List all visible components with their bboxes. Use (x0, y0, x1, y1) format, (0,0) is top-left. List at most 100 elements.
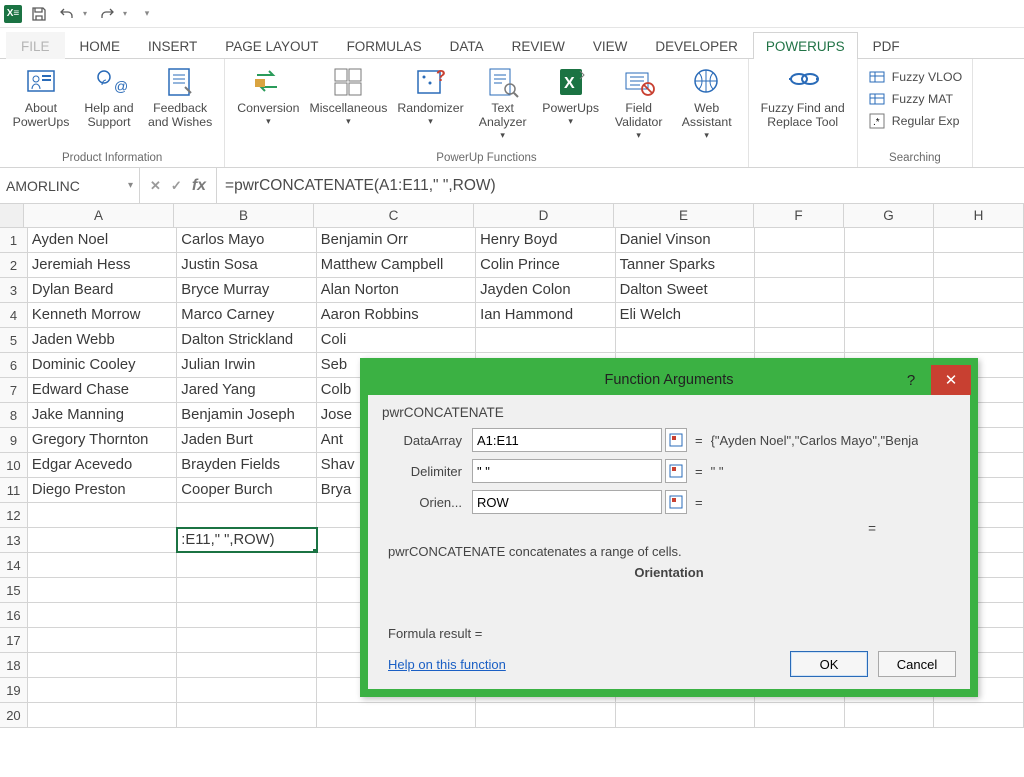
col-header-G[interactable]: G (844, 204, 934, 227)
cell-A16[interactable] (28, 603, 177, 627)
row-header-16[interactable]: 16 (0, 603, 28, 627)
cell-E20[interactable] (616, 703, 755, 727)
row-header-17[interactable]: 17 (0, 628, 28, 652)
cell-A12[interactable] (28, 503, 177, 527)
cell-C3[interactable]: Alan Norton (317, 278, 476, 302)
row-header-7[interactable]: 7 (0, 378, 28, 402)
cell-C4[interactable]: Aaron Robbins (317, 303, 476, 327)
range-selector-icon[interactable] (665, 428, 687, 452)
tab-pdf[interactable]: PDF (860, 32, 913, 59)
cell-B16[interactable] (177, 603, 316, 627)
name-box-dropdown-icon[interactable]: ▾ (128, 180, 133, 191)
range-selector-icon[interactable] (665, 459, 687, 483)
row-header-18[interactable]: 18 (0, 653, 28, 677)
cell-E2[interactable]: Tanner Sparks (616, 253, 755, 277)
row-header-10[interactable]: 10 (0, 453, 28, 477)
cell-A19[interactable] (28, 678, 177, 702)
cell-F20[interactable] (755, 703, 845, 727)
formula-input[interactable]: =pwrCONCATENATE(A1:E11," ",ROW) (217, 168, 1024, 203)
cell-D20[interactable] (476, 703, 615, 727)
cell-B12[interactable] (177, 503, 316, 527)
cell-A17[interactable] (28, 628, 177, 652)
tab-formulas[interactable]: FORMULAS (334, 32, 435, 59)
cell-B19[interactable] (177, 678, 316, 702)
tab-insert[interactable]: INSERT (135, 32, 210, 59)
tab-page-layout[interactable]: PAGE LAYOUT (212, 32, 331, 59)
row-header-14[interactable]: 14 (0, 553, 28, 577)
arg-input-dataarray[interactable] (472, 428, 662, 452)
row-header-5[interactable]: 5 (0, 328, 28, 352)
cell-C20[interactable] (317, 703, 476, 727)
undo-dropdown-icon[interactable]: ▾ (80, 3, 90, 25)
cell-E5[interactable] (616, 328, 755, 352)
col-header-B[interactable]: B (174, 204, 314, 227)
col-header-F[interactable]: F (754, 204, 844, 227)
cell-H2[interactable] (934, 253, 1024, 277)
cell-B7[interactable]: Jared Yang (177, 378, 316, 402)
row-header-3[interactable]: 3 (0, 278, 28, 302)
ribbon-btn-miscellaneous[interactable]: Miscellaneous▾ (305, 63, 391, 141)
cell-F5[interactable] (755, 328, 845, 352)
ribbon-small-fuzzy-vloo[interactable]: Fuzzy VLOO (866, 67, 964, 87)
cell-B8[interactable]: Benjamin Joseph (177, 403, 316, 427)
cell-B4[interactable]: Marco Carney (177, 303, 316, 327)
enter-formula-icon[interactable]: ✓ (171, 178, 182, 194)
select-all-corner[interactable] (0, 204, 24, 227)
tab-home[interactable]: HOME (67, 32, 134, 59)
ribbon-btn-randomizer[interactable]: ?Randomizer▾ (393, 63, 467, 141)
cell-H4[interactable] (934, 303, 1024, 327)
cell-D5[interactable] (476, 328, 615, 352)
cell-A3[interactable]: Dylan Beard (28, 278, 177, 302)
qat-customize-icon[interactable]: ▾ (136, 3, 158, 25)
ribbon-btn-web-assistant[interactable]: Web Assistant▾ (674, 63, 740, 141)
tab-review[interactable]: REVIEW (499, 32, 578, 59)
cell-G4[interactable] (845, 303, 935, 327)
cell-A2[interactable]: Jeremiah Hess (28, 253, 177, 277)
cell-F1[interactable] (755, 228, 845, 252)
cell-A20[interactable] (28, 703, 177, 727)
cell-G2[interactable] (845, 253, 935, 277)
row-header-15[interactable]: 15 (0, 578, 28, 602)
cell-A18[interactable] (28, 653, 177, 677)
cell-H1[interactable] (934, 228, 1024, 252)
cell-C2[interactable]: Matthew Campbell (317, 253, 476, 277)
fx-icon[interactable]: fx (192, 177, 206, 195)
cell-D4[interactable]: Ian Hammond (476, 303, 615, 327)
cell-H5[interactable] (934, 328, 1024, 352)
cell-D1[interactable]: Henry Boyd (476, 228, 615, 252)
cell-A11[interactable]: Diego Preston (28, 478, 177, 502)
cell-B15[interactable] (177, 578, 316, 602)
row-header-13[interactable]: 13 (0, 528, 28, 552)
ribbon-btn-about-powerups[interactable]: About PowerUps (8, 63, 74, 129)
cell-B14[interactable] (177, 553, 316, 577)
cell-A1[interactable]: Ayden Noel (28, 228, 177, 252)
cell-B18[interactable] (177, 653, 316, 677)
range-selector-icon[interactable] (665, 490, 687, 514)
cell-G20[interactable] (845, 703, 935, 727)
col-header-A[interactable]: A (24, 204, 174, 227)
cell-E4[interactable]: Eli Welch (616, 303, 755, 327)
undo-icon[interactable] (56, 3, 78, 25)
row-header-11[interactable]: 11 (0, 478, 28, 502)
dialog-help-button[interactable]: ? (891, 365, 931, 395)
cell-A4[interactable]: Kenneth Morrow (28, 303, 177, 327)
cell-A13[interactable] (28, 528, 177, 552)
row-header-1[interactable]: 1 (0, 228, 28, 252)
col-header-D[interactable]: D (474, 204, 614, 227)
redo-dropdown-icon[interactable]: ▾ (120, 3, 130, 25)
cell-B10[interactable]: Brayden Fields (177, 453, 316, 477)
cell-G5[interactable] (845, 328, 935, 352)
cell-B6[interactable]: Julian Irwin (177, 353, 316, 377)
arg-input-orien[interactable] (472, 490, 662, 514)
cancel-button[interactable]: Cancel (878, 651, 956, 677)
ribbon-btn-help-and-support[interactable]: @Help and Support (76, 63, 142, 129)
col-header-H[interactable]: H (934, 204, 1024, 227)
cell-B5[interactable]: Dalton Strickland (177, 328, 316, 352)
cell-F4[interactable] (755, 303, 845, 327)
row-header-12[interactable]: 12 (0, 503, 28, 527)
row-header-6[interactable]: 6 (0, 353, 28, 377)
cell-B2[interactable]: Justin Sosa (177, 253, 316, 277)
row-header-9[interactable]: 9 (0, 428, 28, 452)
dialog-close-button[interactable]: ✕ (931, 365, 971, 395)
ribbon-small-fuzzy-mat[interactable]: Fuzzy MAT (866, 89, 964, 109)
